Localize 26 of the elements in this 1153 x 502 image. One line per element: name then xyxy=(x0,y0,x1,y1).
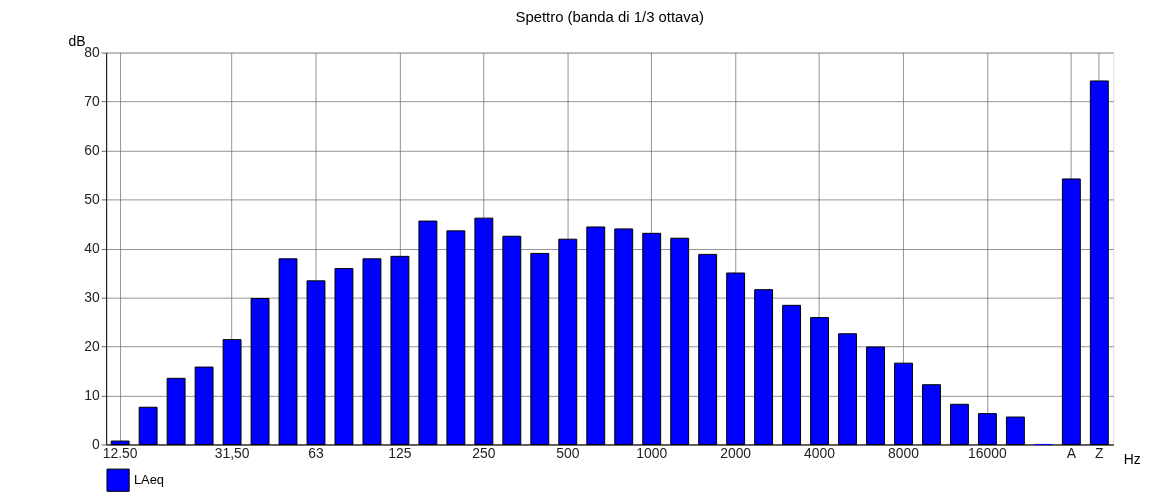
y-tick-label: 10 xyxy=(84,386,100,403)
x-axis-title: Hz xyxy=(1123,450,1141,467)
x-tick-label: 4000 xyxy=(804,444,836,461)
x-tick-label: 31,50 xyxy=(214,444,250,461)
x-tick-label: 1000 xyxy=(636,444,668,461)
y-tick-label: 30 xyxy=(84,288,100,305)
x-tick-label: 125 xyxy=(388,444,412,461)
y-tick-label: 80 xyxy=(84,44,100,61)
x-tick-label: 250 xyxy=(472,444,496,461)
x-tick-label: 63 xyxy=(308,444,324,461)
y-tick-label: 60 xyxy=(84,141,100,158)
y-tick-label: 50 xyxy=(84,190,100,207)
x-tick-label: 12.50 xyxy=(102,444,138,461)
x-tick-label: A xyxy=(1066,444,1077,461)
legend-label: LAeq xyxy=(133,472,165,488)
y-axis-title: dB xyxy=(68,33,86,50)
x-tick-label: 500 xyxy=(556,444,580,461)
x-tick-label: 2000 xyxy=(720,444,752,461)
x-tick-label: 16000 xyxy=(968,444,1007,461)
x-tick-label: 8000 xyxy=(888,444,920,461)
chart-title: Spettro (banda di 1/3 ottava) xyxy=(515,8,705,25)
y-tick-label: 20 xyxy=(84,337,100,354)
x-tick-label: Z xyxy=(1095,444,1105,461)
y-tick-label: 0 xyxy=(92,435,100,452)
y-tick-label: 40 xyxy=(84,239,100,256)
y-tick-label: 70 xyxy=(84,93,100,109)
